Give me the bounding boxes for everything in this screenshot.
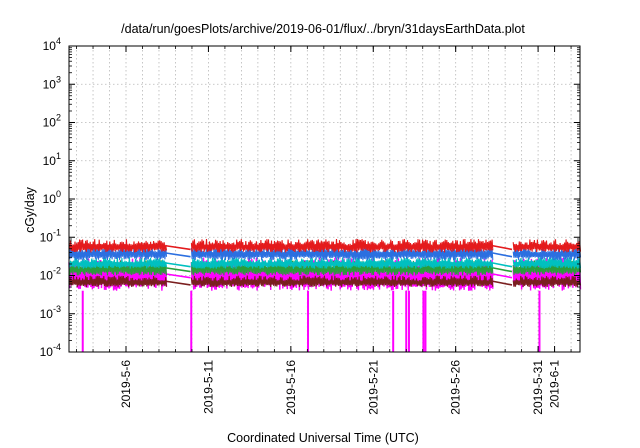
series-gap-line: [165, 267, 191, 273]
series-line: [512, 275, 582, 288]
series-gap-line: [492, 252, 513, 258]
series-gap-line: [492, 267, 513, 273]
series-line: [190, 238, 494, 253]
x-tick-label: 2019-5-16: [284, 360, 298, 415]
series-line: [190, 257, 494, 269]
y-axis-label: cGy/day: [23, 186, 37, 233]
series-line: [68, 257, 168, 269]
chart-title: /data/run/goesPlots/archive/2019-06-01/f…: [121, 22, 525, 36]
y-tick-label: 100: [43, 189, 61, 206]
x-tick-label: 2019-5-6: [119, 360, 133, 408]
series-gap-line: [165, 280, 191, 286]
series-line: [190, 257, 494, 291]
y-tick-label: 103: [43, 74, 61, 91]
axes: 10-4 10-3 10-2 10-1 100 101 102 103 104 2019-5-6 2…: [40, 36, 581, 415]
series-line: [512, 257, 582, 269]
series-line: [68, 239, 168, 253]
series-gap-line: [165, 244, 191, 251]
series-gap-line: [492, 280, 513, 286]
series-line: [68, 245, 168, 261]
series-gap-line: [492, 262, 513, 268]
x-tick-label: 2019-5-31: [531, 360, 545, 415]
series-line: [512, 239, 582, 253]
y-tick-label: 102: [43, 113, 61, 130]
series-gap-line: [165, 252, 191, 258]
series-line: [68, 275, 168, 288]
series-line: [190, 245, 494, 261]
y-tick-label: 10-1: [40, 227, 61, 244]
y-tick-label: 10-3: [40, 304, 61, 321]
x-axis-label: Coordinated Universal Time (UTC): [227, 431, 419, 445]
series-gap-line: [492, 244, 513, 251]
x-tick-label: 2019-6-1: [548, 360, 562, 408]
grid: [69, 46, 580, 352]
series-gap-line: [165, 273, 191, 279]
y-tick-label: 104: [43, 36, 61, 53]
y-tick-label: 10-4: [40, 342, 61, 359]
x-tick-label: 2019-5-21: [366, 360, 380, 415]
series-line: [190, 275, 494, 288]
series-line: [68, 260, 168, 276]
series-gap-line: [165, 262, 191, 268]
data-layer: [68, 238, 582, 352]
plot-frame: [68, 45, 581, 353]
y-tick-label: 10-2: [40, 266, 61, 283]
series-line: [512, 245, 582, 261]
x-tick-label: 2019-5-26: [449, 360, 463, 415]
x-tick-label: 2019-5-11: [201, 360, 215, 414]
series-gap-line: [492, 273, 513, 279]
y-tick-label: 101: [43, 151, 61, 168]
